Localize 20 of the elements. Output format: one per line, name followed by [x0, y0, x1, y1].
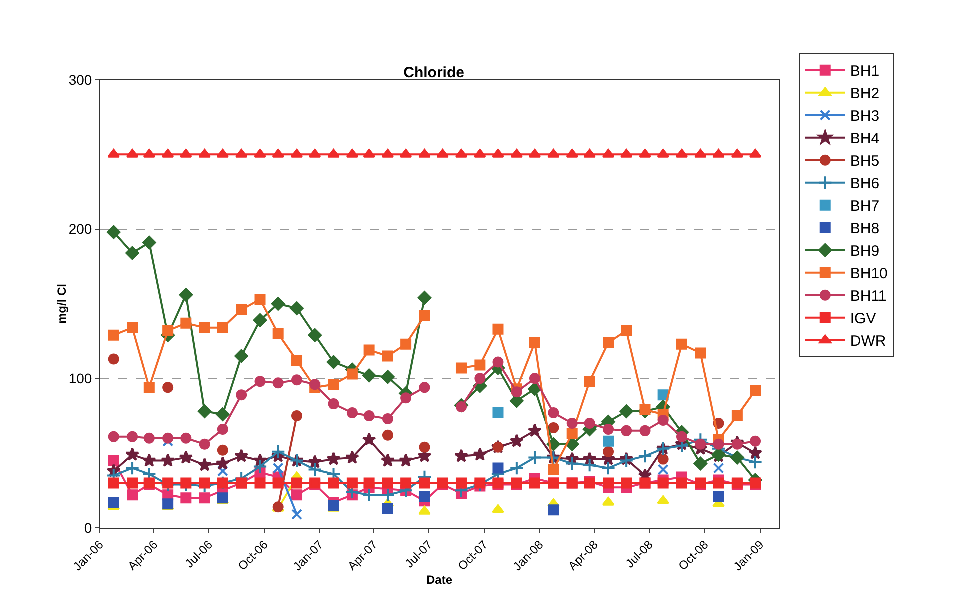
- y-tick-label: 0: [84, 520, 92, 536]
- chart-title: Chloride: [404, 64, 464, 82]
- legend-label: BH5: [850, 153, 880, 170]
- legend-label: BH6: [850, 176, 880, 193]
- legend-label: BH3: [850, 108, 880, 126]
- legend-label: DWR: [850, 333, 886, 350]
- y-tick-label: 300: [68, 72, 92, 88]
- legend-label: BH2: [850, 86, 880, 103]
- legend-label: IGV: [850, 310, 876, 328]
- legend-label: BH9: [850, 243, 880, 260]
- legend-label: BH4: [850, 130, 880, 148]
- legend-label: BH8: [850, 220, 880, 238]
- x-axis-title: Date: [426, 572, 453, 587]
- y-tick-label: 200: [68, 221, 92, 238]
- y-tick-label: 100: [68, 370, 92, 387]
- y-axis-title: mg/l Cl: [55, 284, 69, 324]
- legend-label: BH1: [850, 63, 880, 80]
- legend-label: BH10: [850, 266, 888, 283]
- legend-label: BH11: [850, 288, 887, 306]
- legend-label: BH7: [850, 198, 880, 216]
